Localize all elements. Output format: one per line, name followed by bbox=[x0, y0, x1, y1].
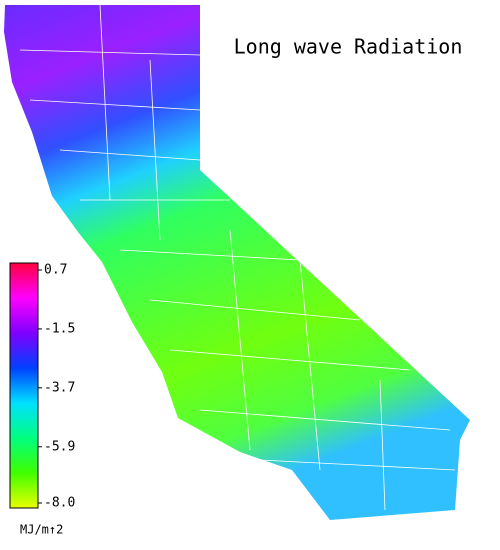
colorbar-tick-label: -3.7 bbox=[44, 380, 75, 395]
colorbar-tick-label: -1.5 bbox=[44, 321, 75, 336]
colorbar bbox=[9, 262, 39, 509]
colorbar-tick-label: -8.0 bbox=[44, 496, 75, 511]
california-shape bbox=[4, 5, 470, 520]
colorbar-tick-label: 0.7 bbox=[44, 263, 67, 278]
county-lines bbox=[19, 4, 456, 511]
colorbar-tick-label: -5.9 bbox=[44, 439, 75, 454]
colorbar-unit: MJ/m↑2 bbox=[20, 523, 63, 537]
map-title: Long wave Radiation bbox=[234, 35, 463, 59]
